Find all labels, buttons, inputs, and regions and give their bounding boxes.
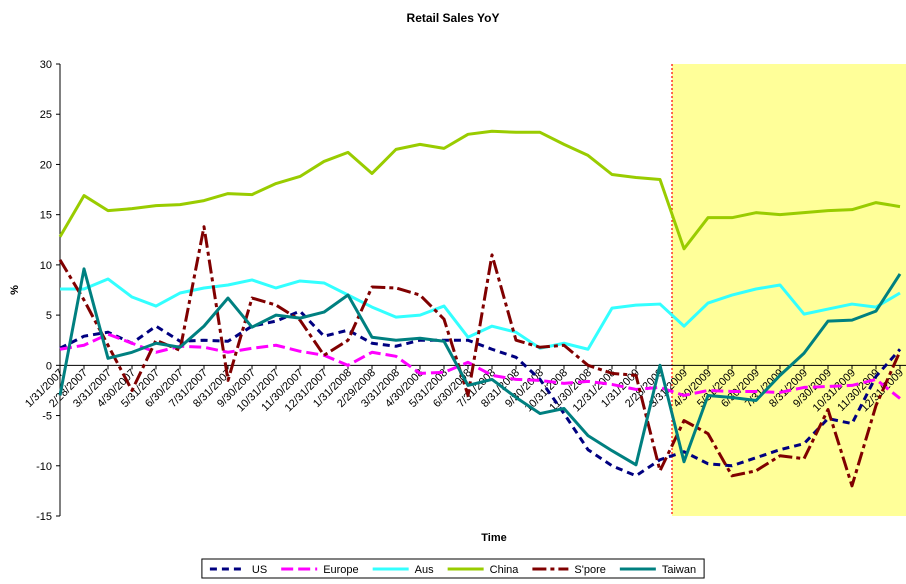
series-line — [58, 129, 901, 251]
legend-label: US — [252, 564, 267, 576]
y-tick-label: 5 — [46, 310, 52, 322]
legend-label: China — [490, 564, 520, 576]
legend-label: Taiwan — [662, 564, 696, 576]
legend: US Europe Aus China S'pore Taiwan — [201, 558, 705, 579]
series-line — [58, 225, 902, 488]
x-axis-title: Time — [481, 532, 506, 544]
series-line — [59, 332, 901, 400]
y-tick-label: 10 — [40, 260, 52, 272]
series-line — [58, 267, 902, 467]
series-line — [59, 309, 902, 478]
y-tick-label: 30 — [40, 59, 52, 71]
y-tick-label: 25 — [40, 109, 52, 121]
y-tick-label: 20 — [40, 159, 52, 171]
y-tick-label: -15 — [36, 511, 52, 523]
chart-title: Retail Sales YoY — [407, 11, 500, 25]
legend-label: S'pore — [574, 564, 605, 576]
y-axis-title: % — [9, 285, 21, 295]
legend-label: Aus — [415, 564, 434, 576]
legend-label: Europe — [323, 564, 358, 576]
y-tick-label: -5 — [42, 411, 52, 423]
y-tick-label: 15 — [40, 210, 52, 222]
y-tick-label: 0 — [46, 360, 52, 372]
y-tick-label: -10 — [36, 461, 52, 473]
